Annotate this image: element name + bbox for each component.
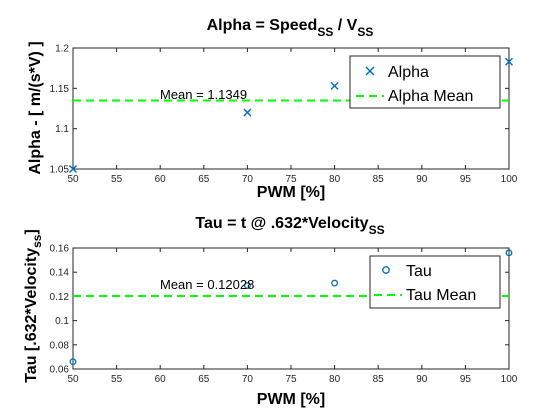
tau-mean-annotation: Mean = 0.12028 — [160, 277, 254, 292]
alpha-x-tick-label: 75 — [285, 174, 297, 185]
alpha-x-tick-label: 70 — [242, 174, 254, 185]
alpha-legend-marker-x — [365, 66, 375, 76]
alpha-y-tick-label: 1.2 — [55, 44, 69, 55]
alpha-data-point-stroke — [330, 81, 339, 90]
tau-data-point — [243, 282, 251, 289]
alpha-y-tick-label: 1.1 — [55, 124, 69, 135]
alpha-x-tick-label: 65 — [198, 174, 210, 185]
tau-marks — [69, 249, 513, 366]
alpha-data-point — [330, 81, 339, 90]
alpha-legend-label-mean: Alpha Mean — [388, 88, 473, 105]
alpha-data-point — [243, 108, 252, 117]
tau-x-tick-label: 55 — [111, 374, 123, 385]
tau-y-axis-label: Tau [.632*Velocityss] — [23, 229, 44, 383]
tau-y-tick-label: 0.1 — [55, 316, 69, 327]
alpha-legend-label-alpha: Alpha — [388, 64, 429, 81]
alpha-title: Alpha = SpeedSS / VSS — [207, 17, 374, 39]
tau-data-point — [69, 358, 77, 366]
alpha-x-tick-label: 100 — [501, 174, 518, 185]
tau-legend-box — [369, 255, 501, 309]
tau-legend: Tau Tau Mean — [369, 255, 501, 309]
tau-legend-label-tau: Tau — [406, 263, 432, 280]
alpha-x-tick-label: 80 — [329, 174, 341, 185]
alpha-data-point-stroke — [243, 108, 252, 117]
alpha-mean-annotation: Mean = 1.1349 — [160, 87, 247, 102]
tau-title: Tau = t @ .632*VelocitySS — [195, 215, 384, 237]
tau-x-tick-label: 60 — [155, 374, 167, 385]
alpha-panel: Alpha = SpeedSS / VSS 50 55 60 65 70 75 80 85 90… — [27, 17, 518, 201]
alpha-marks — [69, 57, 513, 173]
tau-x-tick-label: 65 — [198, 374, 210, 385]
tau-x-tick-label: 50 — [67, 374, 79, 385]
alpha-legend-box — [349, 55, 501, 109]
tau-panel: Tau = t @ .632*VelocitySS 50 55 60 65 70 75 80… — [23, 215, 518, 408]
alpha-data-point-stroke — [505, 57, 513, 66]
tau-legend-marker-o — [382, 266, 390, 274]
alpha-y-tick-label: 1.15 — [50, 84, 70, 95]
alpha-x-tick-label: 95 — [460, 174, 472, 185]
alpha-x-axis-label: PWM [%] — [257, 184, 325, 201]
alpha-x-tick-label: 85 — [373, 174, 385, 185]
tau-data-point — [505, 249, 513, 257]
tau-x-tick-label: 100 — [501, 374, 518, 385]
tau-data-point — [331, 279, 339, 287]
alpha-x-tick-label: 60 — [155, 174, 167, 185]
alpha-x-tick-label: 90 — [416, 174, 428, 185]
alpha-legend: Alpha Alpha Mean — [349, 55, 501, 109]
alpha-y-axis-label: Alpha - [ m/(s*V) ] — [27, 41, 44, 174]
tau-x-tick-label: 75 — [285, 374, 297, 385]
alpha-x-tick-label: 55 — [111, 174, 123, 185]
tau-y-tick-label: 0.08 — [50, 340, 70, 351]
tau-x-tick-label: 90 — [416, 374, 428, 385]
alpha-axes: 50 55 60 65 70 75 80 85 90 95 100 1.05 1.1 1.15 1.2 — [50, 44, 518, 186]
tau-legend-label-mean: Tau Mean — [406, 287, 476, 304]
alpha-data-point-stroke — [69, 165, 77, 173]
tau-y-tick-label: 0.14 — [50, 268, 70, 279]
tau-y-tick-label: 0.16 — [50, 244, 70, 255]
tau-y-tick-label: 0.06 — [50, 365, 70, 376]
alpha-x-tick-label: 50 — [67, 174, 79, 185]
alpha-data-point — [505, 57, 513, 66]
tau-x-tick-label: 70 — [242, 374, 254, 385]
tau-x-tick-label: 85 — [373, 374, 385, 385]
alpha-data-point — [69, 165, 77, 173]
tau-x-tick-label: 80 — [329, 374, 341, 385]
tau-x-axis-label: PWM [%] — [257, 391, 325, 408]
tau-x-tick-label: 95 — [460, 374, 472, 385]
tau-y-tick-label: 0.12 — [50, 292, 70, 303]
alpha-y-tick-label: 1.05 — [50, 165, 70, 176]
tau-axes: 50 55 60 65 70 75 80 85 90 95 100 0.06 0.08 0.1 0.12 0.… — [50, 244, 518, 386]
